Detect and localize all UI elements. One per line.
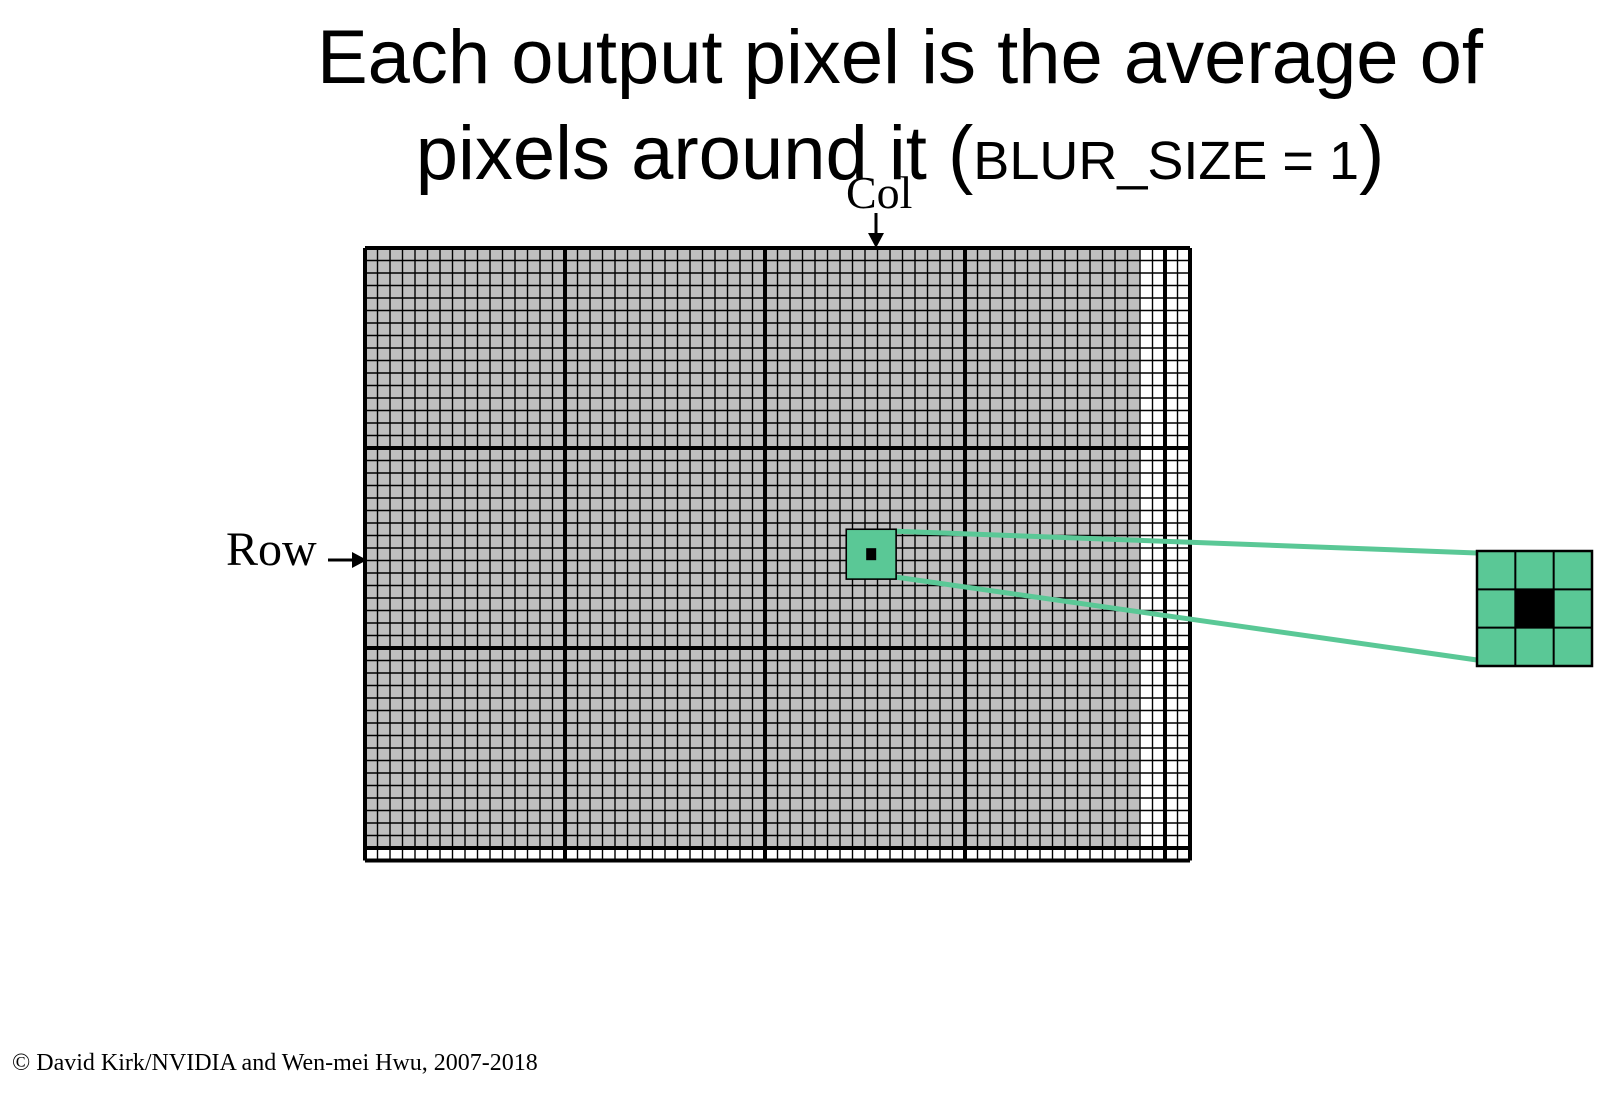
zoom-line-bottom [895,574,1478,663]
pointer-arrows [328,213,884,568]
zoomed-blur-patch [1475,549,1594,668]
row-arrow-head [352,552,367,568]
zoom-center-pixel [1515,589,1554,628]
title-line-2: pixels around it (BLUR_SIZE = 1) [250,106,1550,209]
col-label: Col [846,167,913,218]
patch-center-pixel [866,548,877,561]
blur-size-param: BLUR_SIZE = 1 [973,131,1359,191]
row-label: Row [226,523,317,576]
title-line-2-main: pixels around it ( [415,111,974,196]
blur-patch-highlight [845,528,897,580]
title-line-1: Each output pixel is the average of [316,15,1484,100]
zoom-line-top [896,528,1478,556]
tile-boundary-lines [363,246,1192,863]
image-grid [363,246,1192,863]
zoom-connector-lines [895,528,1478,663]
copyright-notice: © David Kirk/NVIDIA and Wen-mei Hwu, 200… [12,1050,538,1076]
col-arrow-head [868,233,884,248]
title-line-2-close: ) [1358,111,1385,196]
slide-title: Each output pixel is the average of pixe… [250,10,1550,209]
